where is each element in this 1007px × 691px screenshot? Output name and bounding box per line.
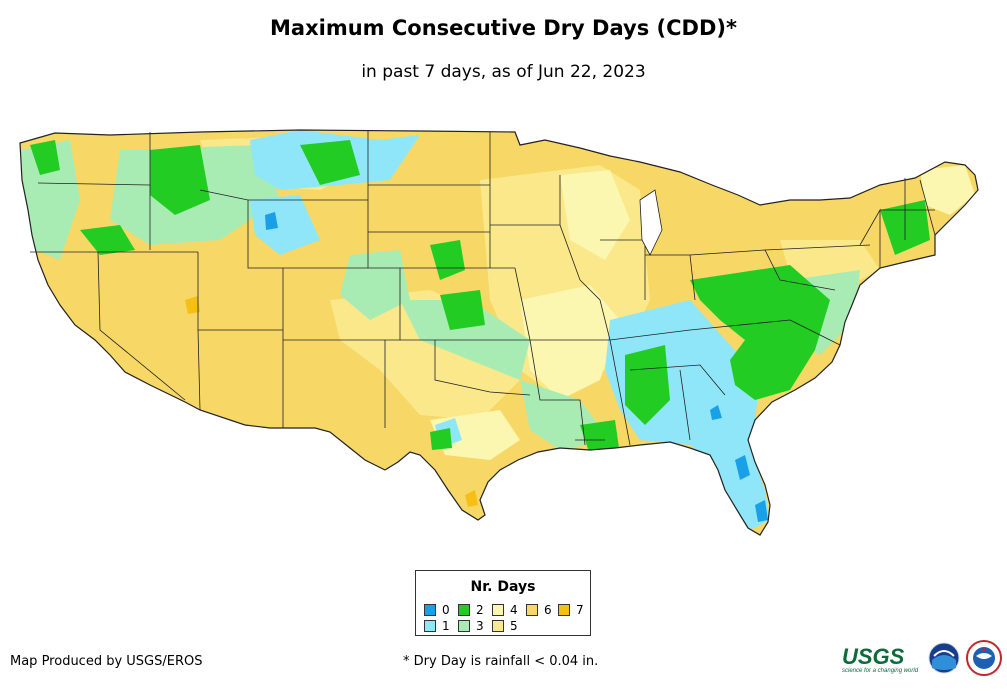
agency-logos: USGS science for a changing world <box>842 638 1002 682</box>
legend-item-0: 0 <box>424 603 450 617</box>
legend-item-5: 5 <box>492 619 518 633</box>
nws-logo-icon <box>966 640 1002 676</box>
legend-swatch-5 <box>492 620 504 632</box>
legend-swatch-0 <box>424 604 436 616</box>
legend-label-7: 7 <box>576 603 584 617</box>
legend-swatch-1 <box>424 620 436 632</box>
legend-item-3: 3 <box>458 619 484 633</box>
legend-swatch-7 <box>558 604 570 616</box>
usgs-tagline: science for a changing world <box>842 668 919 674</box>
legend-label-6: 6 <box>544 603 552 617</box>
map-credit: Map Produced by USGS/EROS <box>10 654 203 669</box>
legend-item-7: 7 <box>558 603 584 617</box>
dry-day-footnote: * Dry Day is rainfall < 0.04 in. <box>403 654 599 669</box>
legend-label-0: 0 <box>442 603 450 617</box>
noaa-logo-icon <box>928 642 960 674</box>
legend-swatch-6 <box>526 604 538 616</box>
legend-title: Nr. Days <box>470 579 536 595</box>
legend-label-1: 1 <box>442 619 450 633</box>
map-subtitle: in past 7 days, as of Jun 22, 2023 <box>361 62 646 82</box>
legend-label-4: 4 <box>510 603 518 617</box>
legend-label-3: 3 <box>476 619 484 633</box>
legend-item-1: 1 <box>424 619 450 633</box>
legend-label-2: 2 <box>476 603 484 617</box>
us-dry-days-map <box>19 129 979 536</box>
legend-item-2: 2 <box>458 603 484 617</box>
legend-item-4: 4 <box>492 603 518 617</box>
legend-swatch-4 <box>492 604 504 616</box>
usgs-logo: USGS <box>842 644 905 669</box>
legend-label-5: 5 <box>510 619 518 633</box>
legend-swatch-3 <box>458 620 470 632</box>
legend-item-6: 6 <box>526 603 552 617</box>
legend-swatch-2 <box>458 604 470 616</box>
legend: Nr. Days 0 1 2 3 4 5 6 7 <box>415 570 591 636</box>
map-title: Maximum Consecutive Dry Days (CDD)* <box>270 16 737 40</box>
